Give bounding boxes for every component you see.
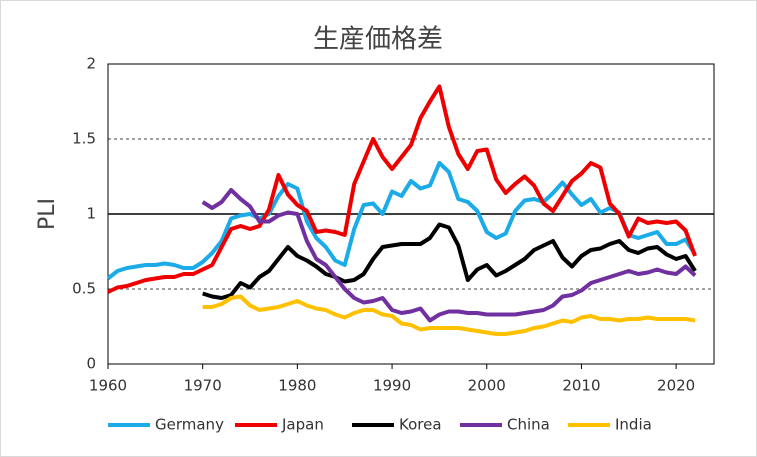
- legend-label: India: [615, 416, 652, 434]
- legend-label: China: [507, 416, 550, 434]
- x-tick-label: 2000: [468, 377, 506, 395]
- y-tick-label: 1.5: [72, 130, 96, 148]
- legend-label: Japan: [281, 416, 324, 434]
- y-tick-label: 0.5: [72, 280, 96, 298]
- y-tick-label: 2: [86, 55, 96, 73]
- series-line: [107, 84, 697, 294]
- y-axis-label: PLI: [35, 198, 60, 230]
- y-tick-label: 1: [86, 205, 96, 223]
- x-tick-label: 1970: [184, 377, 222, 395]
- x-tick-label: 2020: [657, 377, 695, 395]
- series-line: [106, 161, 697, 281]
- chart-title: 生産価格差: [313, 25, 443, 55]
- x-tick-label: 2010: [562, 377, 600, 395]
- legend-label: Korea: [399, 416, 442, 434]
- plot-border: [107, 63, 715, 365]
- series-line: [201, 188, 697, 323]
- y-tick-label: 0: [86, 355, 96, 373]
- x-tick-label: 1980: [278, 377, 316, 395]
- series-line: [202, 294, 696, 336]
- legend-label: Germany: [155, 416, 224, 434]
- series-line: [202, 222, 697, 300]
- x-tick-label: 1990: [373, 377, 411, 395]
- x-tick-label: 1960: [89, 377, 127, 395]
